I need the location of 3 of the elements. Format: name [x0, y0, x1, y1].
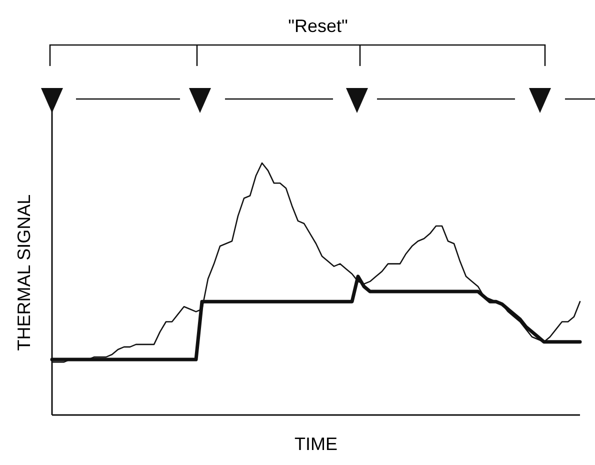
x-axis-title: TIME — [294, 434, 338, 454]
text: "Reset" — [288, 16, 348, 36]
y-axis-title: THERMAL SIGNAL — [14, 194, 34, 351]
